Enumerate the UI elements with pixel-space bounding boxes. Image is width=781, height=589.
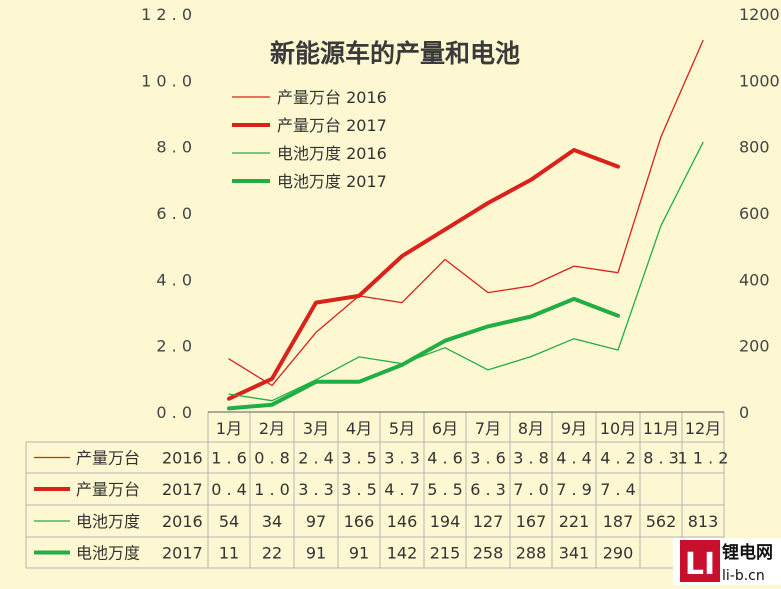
table-cell-value: 290 xyxy=(603,544,634,563)
table-cell-value: 97 xyxy=(306,512,326,531)
table-cell-value: 813 xyxy=(688,512,719,531)
legend: 产量万台 2016 产量万台 2017 电池万度 2016 电池万度 2017 xyxy=(232,88,387,191)
left-tick-label: 1 0 . 0 xyxy=(141,71,192,90)
table-cell-value: 0 . 4 xyxy=(211,480,247,499)
table-cell-value: 0 . 8 xyxy=(254,449,290,468)
right-tick-label: 800 xyxy=(739,138,770,157)
table-row-year: 2017 xyxy=(162,544,203,563)
series-line-0 xyxy=(228,39,704,387)
category-label: 10月 xyxy=(600,419,636,438)
category-label: 12月 xyxy=(685,419,721,438)
table-cell-value: 166 xyxy=(344,512,375,531)
table-cell-value: 3 . 3 xyxy=(384,449,420,468)
left-tick-label: 2 . 0 xyxy=(156,337,192,356)
table-cell-value: 194 xyxy=(430,512,461,531)
watermark-logo-box xyxy=(680,540,720,582)
table-cell-value: 7 . 4 xyxy=(600,480,636,499)
table-row-label: 产量万台 xyxy=(76,480,140,499)
right-tick-label: 400 xyxy=(739,270,770,289)
right-tick-label: 200 xyxy=(739,337,770,356)
series-lines xyxy=(227,39,704,411)
category-label: 9月 xyxy=(561,419,587,438)
right-tick-label: 600 xyxy=(739,204,770,223)
table-cell-value: 7 . 9 xyxy=(556,480,592,499)
category-label: 5月 xyxy=(389,419,415,438)
table-cell-value: 167 xyxy=(516,512,547,531)
table-cell-value: 341 xyxy=(559,544,590,563)
left-tick-label: 4 . 0 xyxy=(156,270,192,289)
category-label: 2月 xyxy=(259,419,285,438)
left-axis-ticks: 0 . 0 2 . 0 4 . 0 6 . 0 8 . 0 1 0 . 0 1 2 . 0 xyxy=(141,5,192,422)
category-label: 8月 xyxy=(518,419,544,438)
table-cell-value: 11 xyxy=(219,544,239,563)
watermark-brand: 锂电网 xyxy=(722,542,773,563)
category-label: 6月 xyxy=(432,419,458,438)
table-cell-value: 221 xyxy=(559,512,590,531)
table-cell-value: 3 . 5 xyxy=(341,449,377,468)
table-cell-value: 2 . 4 xyxy=(298,449,334,468)
category-label: 4月 xyxy=(346,419,372,438)
table-cell-value: 3 . 3 xyxy=(298,480,334,499)
table-cell-value: 4 . 6 xyxy=(427,449,463,468)
right-axis-ticks: 0 200 400 600 800 1000 1200 xyxy=(739,5,780,422)
left-tick-label: 1 2 . 0 xyxy=(141,5,192,24)
legend-label: 产量万台 2016 xyxy=(277,88,387,107)
table-cell-value: 4 . 2 xyxy=(600,449,636,468)
table-cell-value: 54 xyxy=(219,512,239,531)
table-cell-value: 1 . 0 xyxy=(254,480,290,499)
right-tick-label: 1000 xyxy=(739,71,780,90)
table-cell-value: 187 xyxy=(603,512,634,531)
table-row-year: 2016 xyxy=(162,449,203,468)
table-cell-value: 91 xyxy=(349,544,369,563)
table-cell-value: 3 . 8 xyxy=(513,449,549,468)
series-line-1 xyxy=(227,148,620,401)
left-tick-label: 6 . 0 xyxy=(156,204,192,223)
table-cell-value: 4 . 7 xyxy=(384,480,420,499)
watermark-logo-letters: LI xyxy=(685,547,715,582)
table-cell-value: 5 . 5 xyxy=(427,480,463,499)
table-cell-value: 146 xyxy=(387,512,418,531)
table-cell-value: 3 . 6 xyxy=(470,449,506,468)
table-row-year: 2016 xyxy=(162,512,203,531)
table-cell-value: 91 xyxy=(306,544,326,563)
left-tick-label: 8 . 0 xyxy=(156,138,192,157)
watermark-domain: li-b.cn xyxy=(722,568,765,584)
table-cell-value: 258 xyxy=(473,544,504,563)
table-cell-value: 562 xyxy=(646,512,677,531)
table-cell-value: 1 . 6 xyxy=(211,449,247,468)
table-cell-value: 34 xyxy=(262,512,282,531)
table-cell-value: 7 . 0 xyxy=(513,480,549,499)
category-label: 7月 xyxy=(475,419,501,438)
table-cell-value: 8 . 3 xyxy=(643,449,679,468)
table-cell-value: 288 xyxy=(516,544,547,563)
table-cell-value: 215 xyxy=(430,544,461,563)
table-row-label: 电池万度 xyxy=(76,544,140,563)
right-tick-label: 0 xyxy=(739,403,749,422)
table-cell-value: 127 xyxy=(473,512,504,531)
table-cell-value: 22 xyxy=(262,544,282,563)
table-cell-value: 6 . 3 xyxy=(470,480,506,499)
left-tick-label: 0 . 0 xyxy=(156,403,192,422)
category-label: 1月 xyxy=(216,419,242,438)
category-label: 3月 xyxy=(303,419,329,438)
legend-label: 电池万度 2017 xyxy=(277,172,387,191)
series-line-2 xyxy=(228,141,704,402)
legend-label: 产量万台 2017 xyxy=(277,116,387,135)
table-cell-value: 142 xyxy=(387,544,418,563)
table-cell-value: 3 . 5 xyxy=(341,480,377,499)
legend-label: 电池万度 2016 xyxy=(277,144,387,163)
table-cell-value: 4 . 4 xyxy=(556,449,592,468)
chart-title: 新能源车的产量和电池 xyxy=(270,39,520,68)
category-label: 11月 xyxy=(643,419,679,438)
series-line-3 xyxy=(227,296,620,411)
table-row-label: 产量万台 xyxy=(76,449,140,468)
table-row-year: 2017 xyxy=(162,480,203,499)
right-tick-label: 1200 xyxy=(739,5,780,24)
table-row-label: 电池万度 xyxy=(76,512,140,531)
watermark-logo: LI 锂电网 li-b.cn xyxy=(673,538,781,585)
table-cell-value: 1 1 . 2 xyxy=(678,449,729,468)
